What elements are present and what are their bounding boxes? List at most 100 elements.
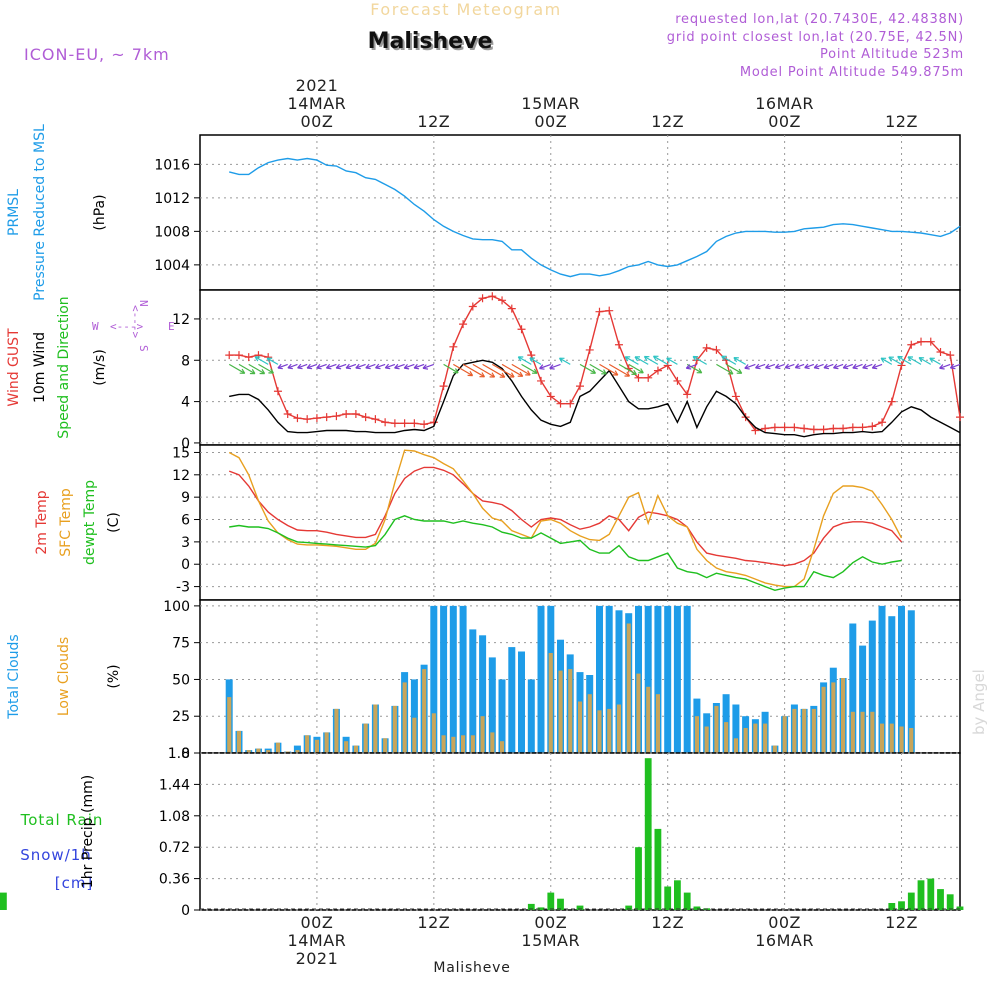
bar — [956, 906, 964, 910]
bar — [605, 605, 613, 753]
wind-arrow-head — [634, 356, 641, 362]
bar — [527, 679, 535, 753]
y-tick-label: 75 — [172, 636, 190, 652]
time-label-bottom: 00Z — [534, 913, 567, 932]
bar — [480, 716, 485, 753]
wind-arrow — [385, 363, 396, 369]
wind-arrow-head — [316, 363, 322, 370]
bar — [753, 723, 758, 753]
gust-marker — [517, 325, 526, 334]
wind-arrow-head — [612, 370, 619, 376]
wind-arrow — [238, 363, 256, 375]
gust-marker — [390, 419, 399, 428]
panel-clouds: 100 75 50 25 0 Total Clouds Low Clouds (%) — [6, 599, 961, 762]
bar — [888, 616, 896, 753]
wind-arrow — [634, 356, 649, 365]
gust-marker — [556, 399, 565, 408]
model-altitude: Model Point Altitude 549.875m — [740, 65, 964, 80]
wind-arrow — [624, 356, 639, 365]
wind-arrow-head — [631, 369, 637, 375]
wind-arrow — [394, 363, 405, 369]
requested-coords: requested lon,lat (20.7430E, 42.4838N) — [675, 12, 964, 27]
bar — [664, 886, 672, 910]
y-tick-label: 4 — [181, 395, 190, 411]
bar — [410, 679, 418, 753]
y-tick-label: 0 — [181, 903, 190, 919]
bar — [859, 645, 867, 753]
gust-marker — [702, 343, 711, 352]
gust-marker — [800, 424, 809, 433]
bar — [557, 898, 564, 910]
bar — [625, 905, 633, 910]
wind-arrow — [888, 356, 902, 365]
wind-arrow-head — [727, 369, 734, 375]
wind-arrow-head — [833, 363, 839, 370]
bar — [596, 605, 603, 753]
gust-marker — [488, 292, 497, 301]
bar — [792, 708, 797, 753]
wind-arrow-head — [784, 363, 791, 370]
compass-s: S — [137, 345, 150, 352]
bar — [644, 605, 652, 753]
wind-arrow — [517, 356, 532, 365]
wind-arrow-head — [652, 355, 659, 361]
wind-arrow-head — [862, 363, 868, 370]
series-line — [228, 449, 903, 588]
wind-arrow-head — [499, 372, 506, 378]
gust-marker — [829, 424, 838, 433]
wind-arrow-head — [375, 363, 381, 370]
bar — [227, 697, 232, 753]
wind-arrow-head — [549, 364, 555, 370]
wind-arrow — [653, 355, 668, 365]
gust-marker — [410, 419, 419, 428]
bar — [704, 726, 709, 753]
panel-label: 1hr Precip (mm) — [80, 775, 96, 888]
bar — [578, 701, 583, 753]
wind-arrow — [559, 357, 571, 365]
time-label-top: 00Z — [301, 112, 334, 131]
gust-marker — [244, 353, 253, 362]
bar — [275, 742, 280, 753]
wind-arrow — [287, 363, 298, 369]
wind-arrow-head — [306, 363, 313, 370]
wind-arrow-head — [365, 363, 371, 370]
y-tick-label: 1008 — [154, 224, 190, 240]
wind-arrow — [501, 363, 523, 377]
gust-marker — [371, 415, 380, 424]
gust-marker — [605, 306, 614, 315]
bar — [537, 907, 545, 910]
wind-arrow-head — [842, 363, 849, 370]
panel-precip: 1.8 1.44 1.08 0.72 0.36 0 Total Rain Snow/1h [cm… — [0, 746, 964, 919]
time-label-top: 12Z — [417, 112, 450, 131]
bar — [431, 713, 436, 753]
bar — [733, 738, 738, 753]
wind-arrow-head — [467, 370, 474, 377]
panel-label: Snow/1h — [20, 846, 92, 864]
gust-marker — [595, 307, 604, 316]
bar — [616, 704, 621, 753]
y-tick-label: 0.72 — [159, 840, 190, 856]
series-line — [228, 466, 903, 567]
panel-label: PRMSL — [6, 189, 22, 236]
wind-arrow — [529, 357, 542, 365]
gust-marker — [293, 414, 302, 423]
gust-marker — [342, 410, 351, 418]
bar — [324, 732, 329, 753]
bar — [655, 694, 660, 753]
panel-label: (hPa) — [92, 194, 108, 230]
wind-arrow-head — [685, 364, 692, 370]
gust-marker — [653, 366, 662, 375]
location-title: Malisheve — [370, 31, 495, 56]
panel-wind: 12 8 4 0 Wind GUST 10m Wind Speed and Directio… — [6, 290, 964, 452]
wind-arrow — [907, 356, 922, 365]
gust-marker — [234, 351, 243, 360]
bar — [461, 735, 466, 753]
gust-marker — [507, 304, 516, 313]
y-tick-label: 1.8 — [168, 746, 190, 762]
wind-arrow — [929, 357, 941, 365]
bar — [763, 723, 768, 753]
wind-arrow-head — [268, 368, 274, 374]
wind-arrow-head — [888, 356, 894, 362]
bar — [305, 735, 310, 753]
